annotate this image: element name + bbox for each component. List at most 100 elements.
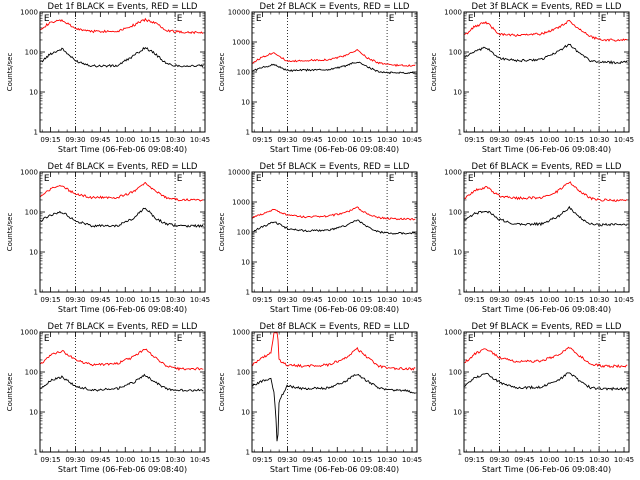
x-tick-label: 10:15 [140,136,160,144]
x-axis-label: Start Time (06-Feb-06 09:08:40) [270,145,399,154]
x-tick-label: 09:15 [464,456,484,464]
e-marker: E [256,334,262,344]
y-tick-label: 1000 [20,329,38,337]
series-line-black [252,61,416,75]
plot-frame [463,331,630,453]
x-tick-label: 10:15 [140,296,160,304]
panel-8: Det 8f BLACK = Events, RED = LLD Counts/s… [218,322,422,474]
x-tick-label: 10:00 [539,456,559,464]
x-tick-label: 10:00 [327,296,347,304]
series-line-red [464,19,628,42]
x-tick-label: 10:30 [165,136,185,144]
y-axis-label: Counts/sec [6,53,14,92]
e-marker: E [177,174,183,184]
x-tick-label: 10:15 [140,456,160,464]
x-tick-label: 10:30 [377,296,397,304]
y-axis-label: Counts/sec [218,213,226,252]
y-axis-label: Counts/sec [218,373,226,412]
x-tick-label: 09:30 [277,136,297,144]
e-marker: E [44,174,50,184]
x-axis-label: Start Time (06-Feb-06 09:08:40) [482,145,611,154]
x-axis-label: Start Time (06-Feb-06 09:08:40) [482,465,611,474]
e-marker: E [177,334,183,344]
x-tick-label: 10:15 [352,296,372,304]
x-tick-label: 10:30 [589,136,609,144]
e-marker: E [44,334,50,344]
e-marker: E [389,334,395,344]
panel-title: Det 6f BLACK = Events, RED = LLD [472,162,622,172]
x-tick-label: 09:15 [252,456,272,464]
x-tick-label: 09:30 [277,456,297,464]
x-tick-label: 09:15 [252,296,272,304]
x-axis-label: Start Time (06-Feb-06 09:08:40) [58,145,187,154]
x-tick-label: 09:45 [90,456,110,464]
panel-title: Det 3f BLACK = Events, RED = LLD [472,2,622,12]
y-tick-label: 1 [34,449,38,457]
y-tick-label: 1000 [444,9,462,17]
panel-2: Det 2f BLACK = Events, RED = LLD Counts/s… [218,2,422,154]
x-tick-label: 10:15 [564,456,584,464]
x-tick-label: 09:45 [514,296,534,304]
x-tick-label: 09:30 [489,296,509,304]
x-tick-label: 09:45 [90,136,110,144]
y-tick-label: 10000 [228,169,250,177]
x-tick-label: 09:45 [514,456,534,464]
panel-3: Det 3f BLACK = Events, RED = LLD Counts/s… [430,2,634,154]
x-tick-label: 10:45 [614,296,634,304]
x-tick-label: 10:15 [564,296,584,304]
y-tick-label: 100 [449,209,462,217]
panel-9: Det 9f BLACK = Events, RED = LLD Counts/s… [430,322,634,474]
x-tick-label: 09:15 [40,296,60,304]
x-tick-label: 10:45 [614,456,634,464]
e-marker: E [468,174,474,184]
plot-frame [39,11,206,133]
x-tick-label: 09:15 [464,296,484,304]
x-tick-label: 10:15 [352,456,372,464]
x-tick-label: 10:45 [614,136,634,144]
y-tick-label: 10 [453,89,462,97]
y-tick-label: 100 [25,369,38,377]
x-tick-label: 10:00 [539,296,559,304]
y-tick-label: 1 [458,289,462,297]
x-axis-label: Start Time (06-Feb-06 09:08:40) [58,465,187,474]
y-tick-label: 1000 [232,199,250,207]
x-tick-label: 10:30 [377,136,397,144]
x-tick-label: 09:45 [302,136,322,144]
series-line-black [464,372,628,392]
series-line-black [40,373,204,392]
y-tick-label: 100 [25,209,38,217]
x-tick-label: 10:45 [402,456,422,464]
x-tick-label: 09:45 [90,296,110,304]
e-marker: E [256,14,262,24]
x-tick-label: 09:30 [489,136,509,144]
y-tick-label: 10 [453,249,462,257]
x-tick-label: 09:15 [252,136,272,144]
x-tick-label: 10:00 [327,136,347,144]
y-tick-label: 1 [246,289,250,297]
series-line-black [252,219,416,235]
e-marker: E [389,174,395,184]
x-tick-label: 09:45 [514,136,534,144]
y-axis-label: Counts/sec [6,213,14,252]
x-tick-label: 09:30 [489,456,509,464]
x-tick-label: 10:00 [115,296,135,304]
x-axis-label: Start Time (06-Feb-06 09:08:40) [270,305,399,314]
x-tick-label: 09:30 [65,456,85,464]
series-line-black [252,373,416,442]
series-line-black [464,43,628,65]
x-tick-label: 09:45 [302,456,322,464]
x-tick-label: 10:30 [165,456,185,464]
e-marker: E [44,14,50,24]
series-line-red [40,17,204,35]
series-line-red [464,346,628,368]
y-tick-label: 100 [237,69,250,77]
y-tick-label: 10 [241,409,250,417]
y-tick-label: 1000 [20,9,38,17]
panel-title: Det 2f BLACK = Events, RED = LLD [260,2,410,12]
x-tick-label: 10:30 [589,296,609,304]
panel-1: Det 1f BLACK = Events, RED = LLD Counts/s… [6,2,210,154]
y-tick-label: 1000 [444,169,462,177]
e-marker: E [177,14,183,24]
